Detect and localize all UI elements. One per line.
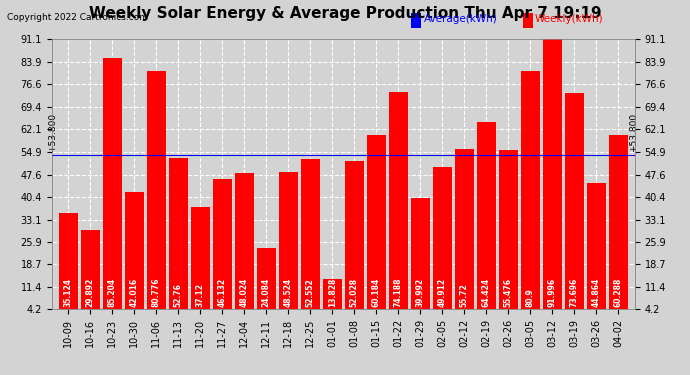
Text: 52.028: 52.028 bbox=[350, 278, 359, 307]
Text: +53.800: +53.800 bbox=[629, 112, 638, 152]
Bar bbox=[213, 179, 232, 322]
Bar bbox=[455, 149, 473, 322]
Text: 37.12: 37.12 bbox=[196, 283, 205, 307]
Bar bbox=[499, 150, 518, 322]
Bar bbox=[235, 173, 254, 322]
Text: 55.476: 55.476 bbox=[504, 278, 513, 307]
Text: 46.132: 46.132 bbox=[218, 278, 227, 307]
Text: 52.552: 52.552 bbox=[306, 278, 315, 307]
Text: 48.524: 48.524 bbox=[284, 278, 293, 307]
Text: 48.024: 48.024 bbox=[239, 278, 249, 307]
Bar bbox=[565, 93, 584, 322]
Text: 44.864: 44.864 bbox=[592, 278, 601, 307]
Text: 91.996: 91.996 bbox=[548, 278, 557, 307]
Bar bbox=[81, 230, 99, 322]
Text: 73.696: 73.696 bbox=[570, 278, 579, 307]
Bar bbox=[279, 172, 297, 322]
Bar bbox=[191, 207, 210, 322]
Text: 80.9: 80.9 bbox=[526, 288, 535, 307]
Bar bbox=[103, 58, 121, 322]
Text: Weekly(kWh): Weekly(kWh) bbox=[535, 14, 603, 24]
Bar bbox=[125, 192, 144, 322]
Bar bbox=[323, 279, 342, 322]
Bar bbox=[389, 92, 408, 322]
Text: 49.912: 49.912 bbox=[437, 278, 447, 307]
Text: +53.800: +53.800 bbox=[48, 112, 57, 152]
Text: Copyright 2022 Cartronics.com: Copyright 2022 Cartronics.com bbox=[7, 13, 148, 22]
Bar bbox=[587, 183, 606, 322]
Text: 80.776: 80.776 bbox=[152, 278, 161, 307]
Text: 24.084: 24.084 bbox=[262, 278, 270, 307]
Bar bbox=[301, 159, 319, 322]
Text: 55.72: 55.72 bbox=[460, 283, 469, 307]
Bar bbox=[169, 159, 188, 322]
Text: 52.76: 52.76 bbox=[174, 283, 183, 307]
Bar bbox=[367, 135, 386, 322]
Text: 74.188: 74.188 bbox=[394, 278, 403, 307]
Text: 39.992: 39.992 bbox=[416, 278, 425, 307]
Bar bbox=[257, 248, 275, 322]
Bar bbox=[609, 135, 628, 322]
Text: Weekly Solar Energy & Average Production Thu Apr 7 19:19: Weekly Solar Energy & Average Production… bbox=[89, 6, 601, 21]
Text: 64.424: 64.424 bbox=[482, 278, 491, 307]
Text: 13.828: 13.828 bbox=[328, 278, 337, 307]
Bar bbox=[147, 72, 166, 322]
Bar bbox=[433, 167, 452, 322]
Text: 29.892: 29.892 bbox=[86, 278, 95, 307]
Text: 85.204: 85.204 bbox=[108, 278, 117, 307]
Text: 60.184: 60.184 bbox=[372, 278, 381, 307]
Text: Average(kWh): Average(kWh) bbox=[424, 14, 498, 24]
Bar bbox=[345, 161, 364, 322]
Bar bbox=[521, 71, 540, 322]
Text: 42.016: 42.016 bbox=[130, 278, 139, 307]
Bar bbox=[411, 198, 430, 322]
Text: 60.288: 60.288 bbox=[614, 278, 623, 307]
Bar bbox=[59, 213, 77, 322]
Text: 35.124: 35.124 bbox=[63, 278, 72, 307]
Bar bbox=[543, 37, 562, 322]
Bar bbox=[477, 122, 495, 322]
